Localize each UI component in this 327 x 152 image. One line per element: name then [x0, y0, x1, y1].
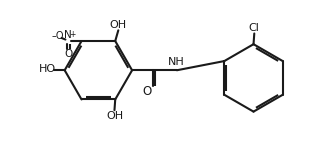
Text: –O: –O	[52, 31, 64, 41]
Text: N: N	[64, 30, 72, 40]
Text: OH: OH	[106, 111, 123, 121]
Text: O: O	[143, 85, 152, 98]
Text: Cl: Cl	[249, 23, 260, 33]
Text: NH: NH	[168, 57, 185, 67]
Text: O: O	[64, 49, 73, 59]
Text: +: +	[69, 30, 76, 39]
Text: HO: HO	[39, 64, 56, 74]
Text: OH: OH	[110, 20, 127, 30]
